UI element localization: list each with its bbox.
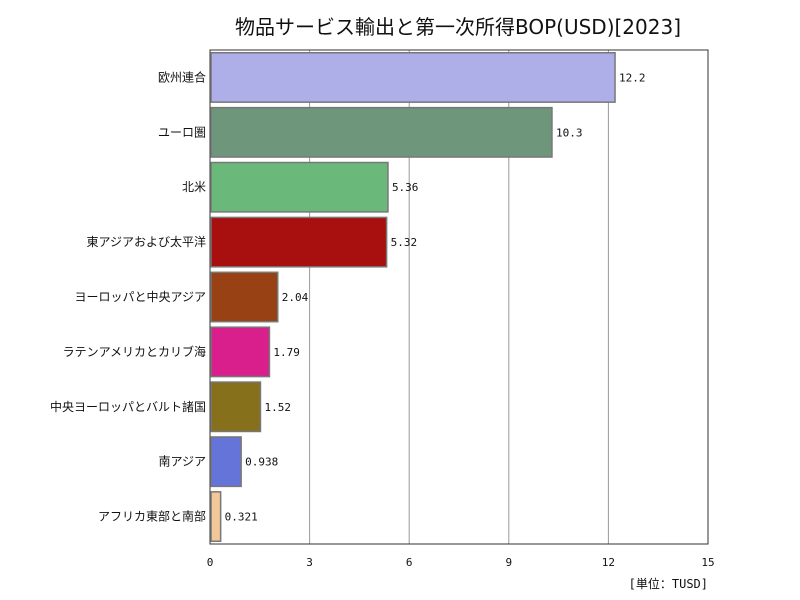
x-axis-ticks: 0 3 6 9 12 15 [207,556,715,569]
data-label: 10.3 [556,126,583,139]
bar [210,436,242,488]
bar [210,106,553,158]
category-label: ユーロ圏 [158,125,206,139]
category-label: 北米 [182,180,206,194]
category-label: ラテンアメリカとカリブ海 [63,344,206,359]
x-tick-label: 12 [602,556,615,569]
bar [210,381,262,433]
data-label: 1.52 [264,401,291,414]
data-label: 5.32 [391,236,418,249]
category-label: 南アジア [158,454,206,469]
data-label: 12.2 [619,71,646,84]
bar [210,216,388,268]
bar [210,326,271,378]
category-label: 欧州連合 [158,69,206,84]
category-label: 東アジアおよび太平洋 [86,234,206,249]
data-label: 1.79 [273,346,300,359]
plot-frame [209,49,709,545]
bar [210,51,616,103]
chart-title: 物品サービス輸出と第一次所得BOP(USD)[2023] [235,15,681,39]
unit-label: [単位：TUSD] [629,576,708,591]
x-tick-label: 15 [701,556,714,569]
bar [210,491,222,543]
x-tick-label: 0 [207,556,214,569]
bars-group: 欧州連合 12.2 ユーロ圏 10.3 北米 5.36 東アジアおよび太平洋 5.32 ヨーロッ… [50,51,646,543]
data-label: 0.321 [225,511,258,524]
category-label: 中央ヨーロッパとバルト諸国 [50,399,206,414]
data-label: 0.938 [245,456,278,469]
x-tick-label: 3 [306,556,313,569]
x-tick-label: 9 [505,556,512,569]
x-tick-label: 6 [406,556,413,569]
category-label: ヨーロッパと中央アジア [74,289,206,304]
category-label: アフリカ東部と南部 [98,509,206,524]
bar [210,161,389,213]
data-label: 2.04 [282,291,309,304]
bar [210,271,279,323]
data-label: 5.36 [392,181,419,194]
